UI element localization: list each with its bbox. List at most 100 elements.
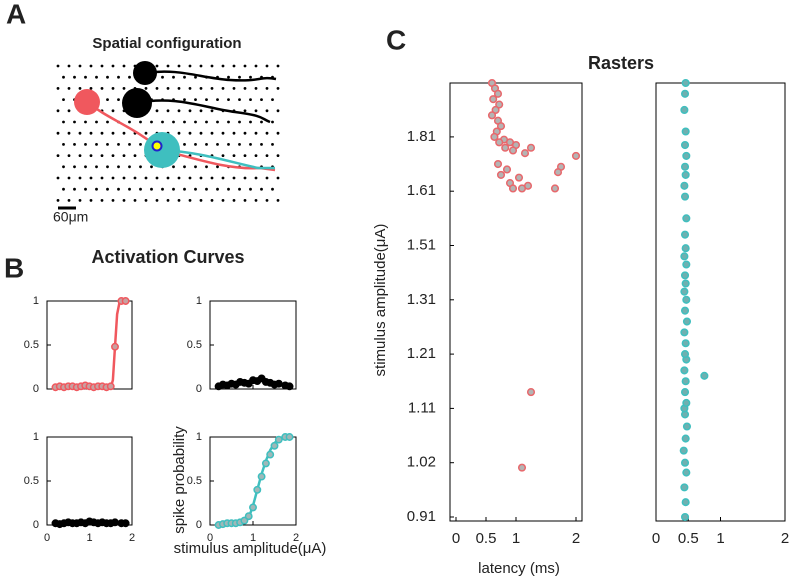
spike (526, 388, 536, 397)
y-tick-label: 0 (33, 383, 39, 395)
electrode (249, 187, 252, 191)
data-point (266, 450, 275, 459)
electrode (188, 87, 192, 90)
electrode (265, 154, 269, 158)
electrode (254, 64, 258, 68)
electrode (243, 109, 247, 113)
spike (680, 350, 690, 359)
electrode (73, 120, 76, 124)
electrode (89, 176, 93, 180)
electrode (166, 64, 170, 68)
x-tick-label: 2 (293, 532, 299, 544)
electrode (216, 98, 219, 101)
electrode (155, 109, 159, 113)
electrode (95, 120, 98, 124)
electrode (144, 199, 148, 202)
x-tick-label: 2 (129, 532, 135, 544)
spike (680, 105, 689, 114)
chart-title: Rasters (588, 53, 654, 73)
electrode (67, 109, 71, 113)
electrode (95, 187, 98, 191)
electrode (271, 143, 274, 146)
electrode (78, 154, 82, 158)
data-point (111, 342, 119, 351)
electrode (177, 109, 181, 113)
spike (487, 111, 497, 120)
electrode (106, 165, 109, 169)
spike (680, 287, 689, 296)
y-tick-label: 1.51 (407, 236, 436, 253)
x-tick-label: 0.5 (678, 530, 699, 547)
electrode (210, 109, 214, 113)
electrode (100, 199, 104, 202)
y-tick-label: 0.5 (187, 339, 202, 351)
electrode (56, 87, 60, 90)
electrode (172, 120, 175, 124)
electrode (221, 199, 225, 202)
electrode (243, 199, 247, 202)
electrode (67, 131, 71, 135)
electrode (161, 187, 164, 191)
electrode (62, 165, 65, 169)
y-tick-label: 1 (33, 295, 39, 307)
spike (501, 143, 510, 152)
x-axis-label: stimulus amplitude(μA) (174, 540, 327, 557)
electrode (232, 199, 236, 202)
electrode (205, 120, 208, 124)
spike (682, 260, 691, 269)
y-tick-label: 1.21 (407, 345, 436, 362)
electrode (243, 64, 247, 68)
electrode (122, 131, 126, 135)
y-tick-label: 0.5 (24, 475, 39, 487)
electrode (232, 176, 236, 180)
electrode (56, 64, 60, 68)
spike (490, 132, 499, 141)
electrode (62, 75, 65, 79)
electrode (89, 154, 93, 158)
electrode (254, 109, 258, 113)
electrode (265, 131, 269, 135)
electrode (84, 75, 87, 79)
spike (514, 173, 524, 182)
electrode (177, 176, 181, 180)
neuron (133, 61, 157, 85)
electrode (183, 98, 186, 101)
spike (682, 214, 691, 223)
electrode (254, 199, 258, 202)
electrode (194, 75, 197, 79)
y-tick-label: 1.81 (407, 128, 436, 145)
spike (680, 140, 690, 150)
data-point (111, 518, 119, 527)
electrode (111, 131, 115, 135)
spike (681, 377, 690, 386)
electrode (265, 87, 269, 90)
spike (680, 366, 689, 375)
electrode (166, 176, 170, 180)
electrode (95, 165, 98, 169)
spike (680, 181, 689, 190)
electrode (117, 143, 120, 146)
electrode (194, 165, 197, 169)
electrode (117, 187, 120, 191)
data-point (253, 485, 262, 494)
data-point (121, 519, 130, 528)
spike (680, 512, 690, 522)
electrode (243, 87, 247, 90)
electrode (95, 143, 98, 146)
spike (681, 339, 690, 348)
y-tick-label: 0 (33, 519, 39, 531)
y-tick-label: 1.11 (408, 399, 436, 416)
electrode (199, 64, 203, 68)
x-tick-label: 1 (86, 532, 92, 544)
spike (680, 162, 690, 171)
electrode (78, 131, 82, 135)
electrode (276, 176, 280, 180)
electrode (216, 120, 219, 124)
spike (682, 295, 691, 304)
electrode (199, 87, 203, 90)
spike (508, 146, 518, 155)
data-point (261, 459, 270, 468)
electrode (144, 87, 148, 90)
spike (681, 434, 690, 443)
electrode (78, 87, 82, 90)
